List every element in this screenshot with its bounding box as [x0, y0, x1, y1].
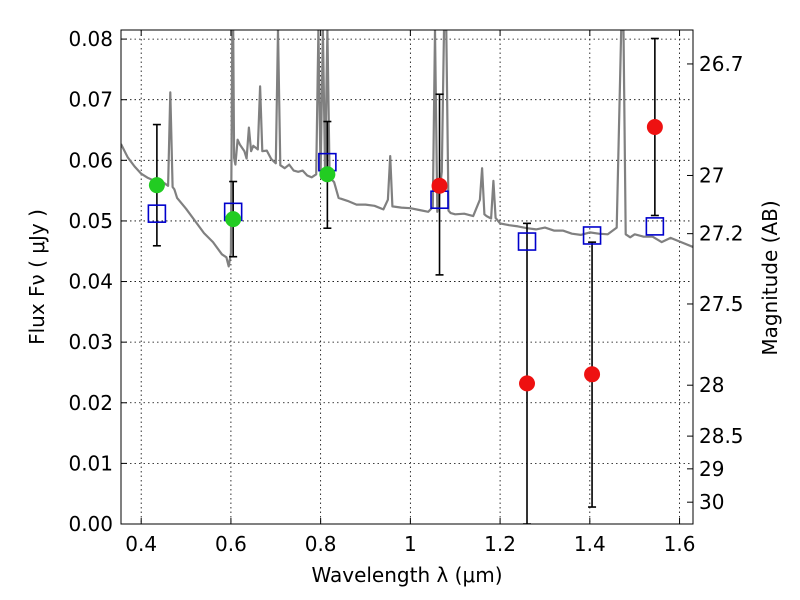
tick-layer: 0.4 0.6 0.8 1 1.2 1.4 1.6 0.00 0.01 0.02 0.03 0.04 0… — [68, 27, 743, 556]
mag-tick-label: 30 — [699, 490, 724, 514]
y-tick-label: 0.01 — [68, 451, 113, 475]
y-tick-label: 0.00 — [68, 512, 113, 536]
upper-limit-point — [431, 177, 448, 194]
x-tick-label: 0.4 — [125, 532, 157, 556]
x-tick-label: 1.2 — [484, 532, 516, 556]
y2-axis-label: Magnitude (AB) — [758, 200, 782, 355]
mag-tick-label: 28.5 — [699, 424, 744, 448]
model-photometry-square — [147, 204, 167, 223]
plot-background — [121, 30, 693, 524]
y-tick-label: 0.04 — [68, 270, 113, 294]
y-tick-label: 0.07 — [68, 88, 113, 112]
mag-tick-label: 27.5 — [699, 292, 744, 316]
spectrum-line — [121, 30, 693, 268]
y-tick-label: 0.05 — [68, 209, 113, 233]
y-axis-label: Flux Fν ( μJy ) — [25, 209, 49, 345]
detection-point — [319, 166, 336, 183]
x-axis-label: Wavelength λ (μm) — [311, 563, 502, 587]
upper-limit-point — [584, 366, 601, 383]
detection-point — [225, 211, 242, 228]
x-tick-label: 1.6 — [664, 532, 696, 556]
y-tick-label: 0.02 — [68, 391, 113, 415]
x-tick-label: 0.6 — [215, 532, 247, 556]
spectrum-layer — [121, 30, 693, 268]
upper-limit-point — [646, 118, 663, 135]
model-photometry-square — [645, 217, 665, 236]
x-tick-label: 1.4 — [574, 532, 606, 556]
plot-frame — [120, 29, 694, 525]
marker-layer — [147, 118, 665, 392]
mag-tick-label: 27.2 — [699, 222, 744, 246]
x-tick-label: 0.8 — [305, 532, 337, 556]
detection-point — [148, 177, 165, 194]
mag-tick-label: 29 — [699, 457, 724, 481]
model-photometry-square — [582, 226, 602, 245]
mag-tick-label: 28 — [699, 373, 724, 397]
mag-tick-label: 27 — [699, 163, 724, 187]
model-photometry-square — [517, 232, 537, 251]
y-tick-label: 0.06 — [68, 148, 113, 172]
x-tick-label: 1 — [404, 532, 417, 556]
mag-tick-label: 26.7 — [699, 52, 744, 76]
upper-limit-point — [519, 375, 536, 392]
y-tick-label: 0.03 — [68, 330, 113, 354]
y-tick-label: 0.08 — [68, 27, 113, 51]
